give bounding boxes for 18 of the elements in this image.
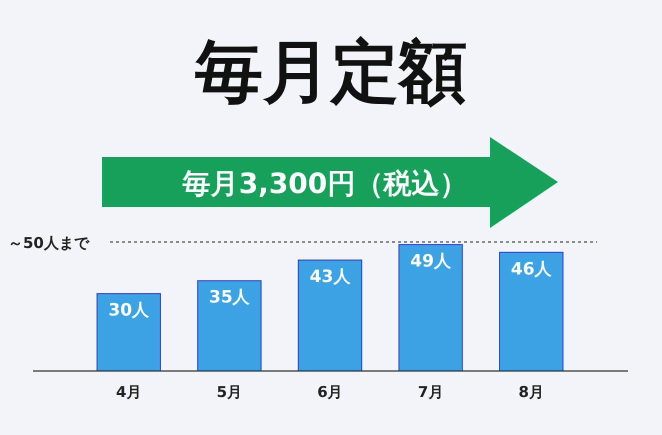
x-tick-label: 6月: [317, 383, 343, 401]
data-label: 46人: [510, 259, 553, 280]
x-tick-label: 4月: [116, 383, 142, 401]
x-tick-label: 8月: [518, 383, 544, 401]
ref-line-label: ～50人まで: [8, 234, 90, 252]
x-tick-label: 7月: [418, 383, 444, 401]
bar: [398, 244, 463, 372]
bar: [96, 293, 161, 372]
x-tick-label: 5月: [216, 383, 242, 401]
text: 毎月3,300円（税込）: [182, 167, 468, 200]
bar: [197, 280, 262, 372]
data-label: 30人: [108, 300, 150, 321]
chart-title: 毎月定額: [194, 33, 467, 112]
data-label: 35人: [209, 288, 251, 308]
data-label: 49人: [410, 252, 452, 272]
bar: [499, 252, 564, 372]
bar: [298, 260, 362, 372]
data-label: 43人: [310, 267, 352, 288]
